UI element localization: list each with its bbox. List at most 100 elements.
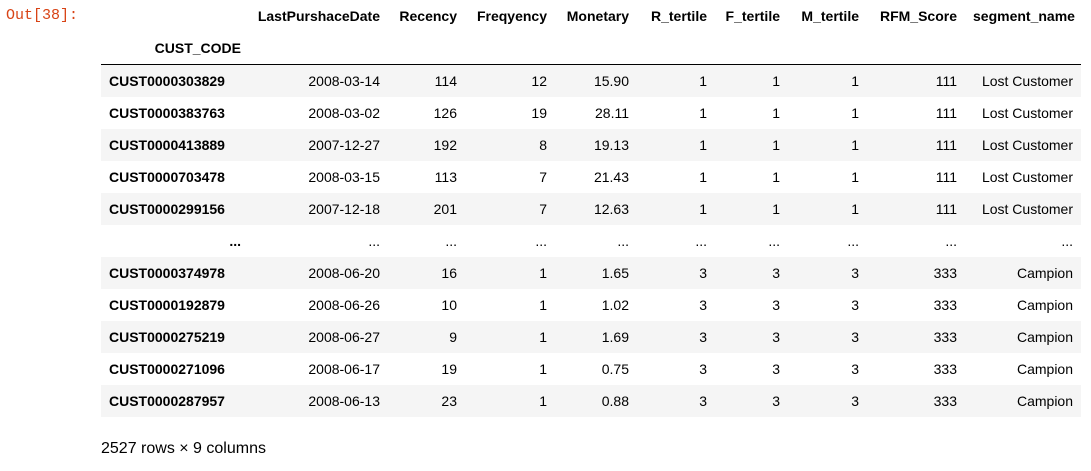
table-cell: 19 (441, 361, 457, 377)
table-cell: 1.69 (601, 329, 629, 345)
table-cell: 1 (539, 393, 547, 409)
table-cell: Lost Customer (981, 169, 1073, 185)
table-cell: 1.02 (601, 297, 629, 313)
table-row: CUST0000287957 2008-06-13 23 1 0.88 3 3 3 333 Cam… (101, 385, 1081, 417)
table-cell: Campion (1016, 393, 1073, 409)
table-cell: 333 (933, 361, 957, 377)
table-cell: 10 (441, 297, 457, 313)
table-row: CUST0000383763 2008-03-02 126 19 28.11 1 1 1 111… (101, 97, 1081, 129)
index-name-header: CUST_CODE (154, 40, 241, 56)
table-cell: ... (535, 233, 547, 249)
row-index-cell: CUST0000413889 (109, 137, 225, 153)
table-cell: 3 (772, 265, 780, 281)
table-cell: Campion (1016, 265, 1073, 281)
row-index-cell: CUST0000192879 (109, 297, 225, 313)
index-corner-header (101, 0, 249, 32)
table-cell: 3 (851, 265, 859, 281)
dataframe-table: LastPurshaceDate Recency Freqyency Monetary… (101, 0, 1081, 417)
table-cell: 1 (772, 105, 780, 121)
table-cell: 2008-06-17 (308, 361, 380, 377)
table-cell: 21.43 (593, 169, 629, 185)
table-cell: 333 (933, 265, 957, 281)
row-index-cell: CUST0000299156 (109, 201, 225, 217)
row-index-cell: CUST0000275219 (109, 329, 225, 345)
column-header-monetary: Monetary (566, 8, 629, 24)
table-cell: 3 (699, 393, 707, 409)
table-cell: 3 (772, 329, 780, 345)
table-cell: Campion (1016, 297, 1073, 313)
table-cell: Lost Customer (981, 137, 1073, 153)
table-cell: 0.88 (601, 393, 629, 409)
table-row: CUST0000271096 2008-06-17 19 1 0.75 3 3 3 333 Cam… (101, 353, 1081, 385)
table-cell: 3 (699, 329, 707, 345)
table-cell: 201 (433, 201, 457, 217)
table-cell: 1 (851, 105, 859, 121)
column-header-freqyency: Freqyency (476, 8, 547, 24)
table-cell: 111 (935, 169, 957, 185)
column-header-m-tertile: M_tertile (801, 8, 859, 24)
table-cell: 1 (699, 169, 707, 185)
table-row: CUST0000303829 2008-03-14 114 12 15.90 1 1 1 111… (101, 64, 1081, 97)
table-cell: 3 (772, 361, 780, 377)
table-cell: 2008-03-02 (308, 105, 380, 121)
table-cell: 1 (539, 361, 547, 377)
table-cell: 1 (539, 329, 547, 345)
column-header-lastpurshacedate: LastPurshaceDate (257, 8, 380, 24)
table-cell: 19.13 (593, 137, 629, 153)
table-cell: 1 (772, 169, 780, 185)
table-cell: 12.63 (593, 201, 629, 217)
index-name-row-blank (965, 32, 1081, 65)
table-cell: 2008-06-27 (308, 329, 380, 345)
table-cell: ... (1061, 233, 1073, 249)
table-cell: 3 (699, 265, 707, 281)
table-cell: 15.90 (593, 73, 629, 89)
table-cell: 1 (699, 73, 707, 89)
table-cell: 192 (433, 137, 457, 153)
table-cell: 1 (699, 201, 707, 217)
table-cell: 1 (772, 137, 780, 153)
table-row: CUST0000299156 2007-12-18 201 7 12.63 1 1 1 111 L… (101, 193, 1081, 225)
table-cell: 1 (772, 73, 780, 89)
table-cell: Lost Customer (981, 201, 1073, 217)
table-cell: Lost Customer (981, 73, 1073, 89)
table-cell: 2007-12-27 (308, 137, 380, 153)
table-cell: ... (847, 233, 859, 249)
table-cell: 2008-03-14 (308, 73, 380, 89)
table-row: CUST0000374978 2008-06-20 16 1 1.65 3 3 3 333 Cam… (101, 257, 1081, 289)
column-header-f-tertile: F_tertile (725, 8, 780, 24)
index-name-row: CUST_CODE (101, 32, 1081, 65)
table-cell: 333 (933, 329, 957, 345)
table-cell: ... (617, 233, 629, 249)
index-name-row-blank (788, 32, 867, 65)
table-cell: 2007-12-18 (308, 201, 380, 217)
index-name-row-blank (555, 32, 637, 65)
dataframe-output: LastPurshaceDate Recency Freqyency Monetary… (101, 0, 1086, 417)
table-cell: 2008-06-13 (308, 393, 380, 409)
table-cell: 23 (441, 393, 457, 409)
table-cell: 1 (851, 73, 859, 89)
row-index-cell: CUST0000303829 (109, 73, 225, 89)
table-cell: 1 (699, 105, 707, 121)
table-cell: 0.75 (601, 361, 629, 377)
table-cell: 16 (441, 265, 457, 281)
table-cell: Campion (1016, 329, 1073, 345)
row-index-cell: CUST0000271096 (109, 361, 225, 377)
table-cell: 2008-06-26 (308, 297, 380, 313)
table-cell: 333 (933, 297, 957, 313)
ellipsis-row: .............................. (101, 225, 1081, 257)
table-cell: 3 (772, 393, 780, 409)
table-cell: 2008-06-20 (308, 265, 380, 281)
table-cell: ... (445, 233, 457, 249)
table-cell: ... (368, 233, 380, 249)
table-cell: 8 (539, 137, 547, 153)
table-cell: 1 (699, 137, 707, 153)
table-cell: 3 (699, 361, 707, 377)
table-cell: 111 (935, 137, 957, 153)
table-cell: 1 (851, 169, 859, 185)
table-cell: 1 (539, 297, 547, 313)
row-index-cell: CUST0000383763 (109, 105, 225, 121)
table-cell: 111 (935, 73, 957, 89)
table-cell: 9 (449, 329, 457, 345)
table-row: CUST0000275219 2008-06-27 9 1 1.69 3 3 3 333 Camp… (101, 321, 1081, 353)
table-cell: 28.11 (595, 105, 629, 121)
